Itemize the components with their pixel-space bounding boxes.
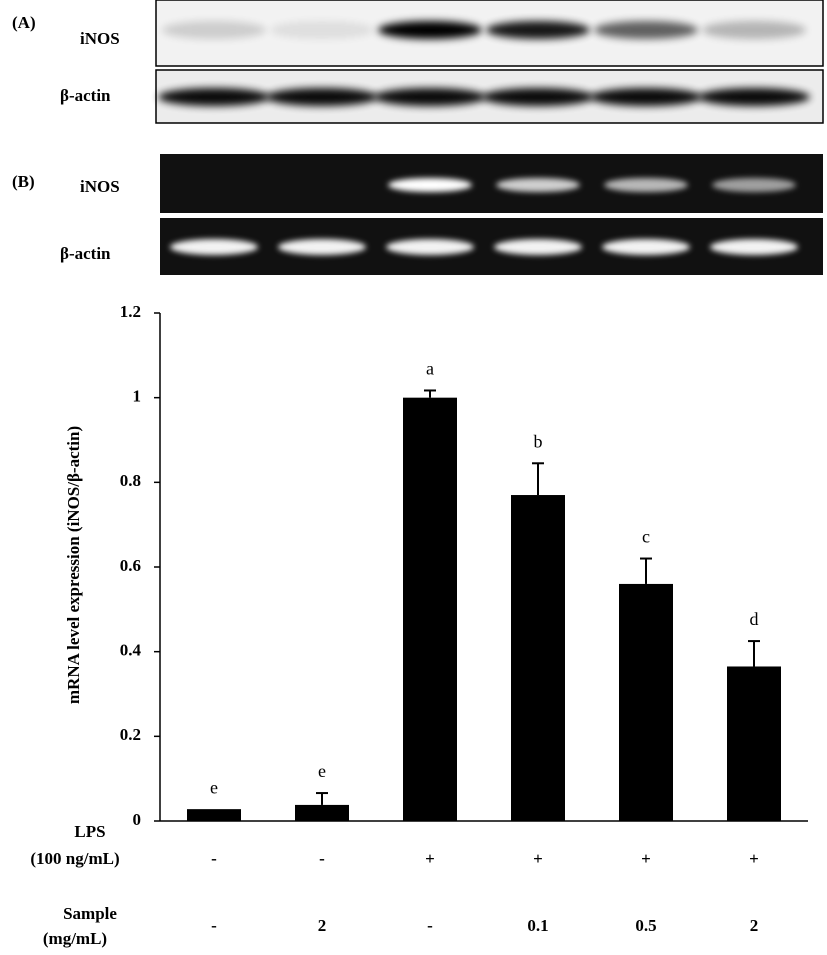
condition-value: 0.5 (635, 916, 656, 935)
significance-letter: c (642, 527, 650, 547)
band (482, 88, 594, 106)
y-tick-label: 0 (133, 810, 142, 829)
blot-label: β-actin (60, 244, 111, 263)
panel-label: (A) (12, 13, 36, 32)
condition-value: 2 (318, 916, 327, 935)
condition-name: LPS (74, 822, 105, 841)
condition-name: (100 ng/mL) (30, 849, 119, 868)
condition-value: 2 (750, 916, 759, 935)
condition-value: + (425, 849, 435, 868)
significance-letter: e (318, 761, 326, 781)
band (702, 21, 806, 39)
condition-value: + (749, 849, 759, 868)
band (158, 88, 270, 106)
y-tick-label: 0.2 (120, 725, 141, 744)
blot-label: β-actin (60, 86, 111, 105)
blot-label: iNOS (80, 29, 120, 48)
band (712, 178, 796, 192)
condition-name: Sample (63, 904, 117, 923)
gel-image (160, 154, 823, 275)
condition-name: (mg/mL) (43, 929, 107, 948)
band (594, 21, 698, 39)
y-axis-label: mRNA level expression (iNOS/β-actin) (64, 426, 83, 704)
band (698, 88, 810, 106)
band (170, 239, 258, 255)
band (388, 178, 472, 192)
panel-label: (B) (12, 172, 35, 191)
condition-value: 0.1 (527, 916, 548, 935)
condition-value: - (211, 916, 217, 935)
y-tick-label: 0.4 (120, 641, 142, 660)
condition-value: - (427, 916, 433, 935)
band (374, 88, 486, 106)
band (378, 21, 482, 39)
y-tick-label: 0.8 (120, 471, 141, 490)
band (162, 21, 266, 39)
condition-value: + (533, 849, 543, 868)
band (496, 178, 580, 192)
bar (727, 666, 781, 821)
blot-label: iNOS (80, 177, 120, 196)
condition-value: - (319, 849, 325, 868)
band (710, 239, 798, 255)
bar (403, 397, 457, 821)
band (590, 88, 702, 106)
y-tick-label: 1.2 (120, 302, 141, 321)
bar (511, 495, 565, 821)
band (270, 21, 374, 39)
band (278, 239, 366, 255)
y-tick-label: 1 (133, 387, 142, 406)
band (494, 239, 582, 255)
bar (187, 809, 241, 821)
band (602, 239, 690, 255)
significance-letter: b (534, 431, 543, 451)
bar (619, 583, 673, 821)
band (266, 88, 378, 106)
condition-value: + (641, 849, 651, 868)
western-blot (155, 0, 824, 124)
band (604, 178, 688, 192)
condition-value: - (211, 849, 217, 868)
significance-letter: d (750, 609, 759, 629)
bar (295, 804, 349, 821)
band (486, 21, 590, 39)
y-tick-label: 0.6 (120, 556, 141, 575)
band (386, 239, 474, 255)
significance-letter: e (210, 777, 218, 797)
significance-letter: a (426, 359, 434, 379)
